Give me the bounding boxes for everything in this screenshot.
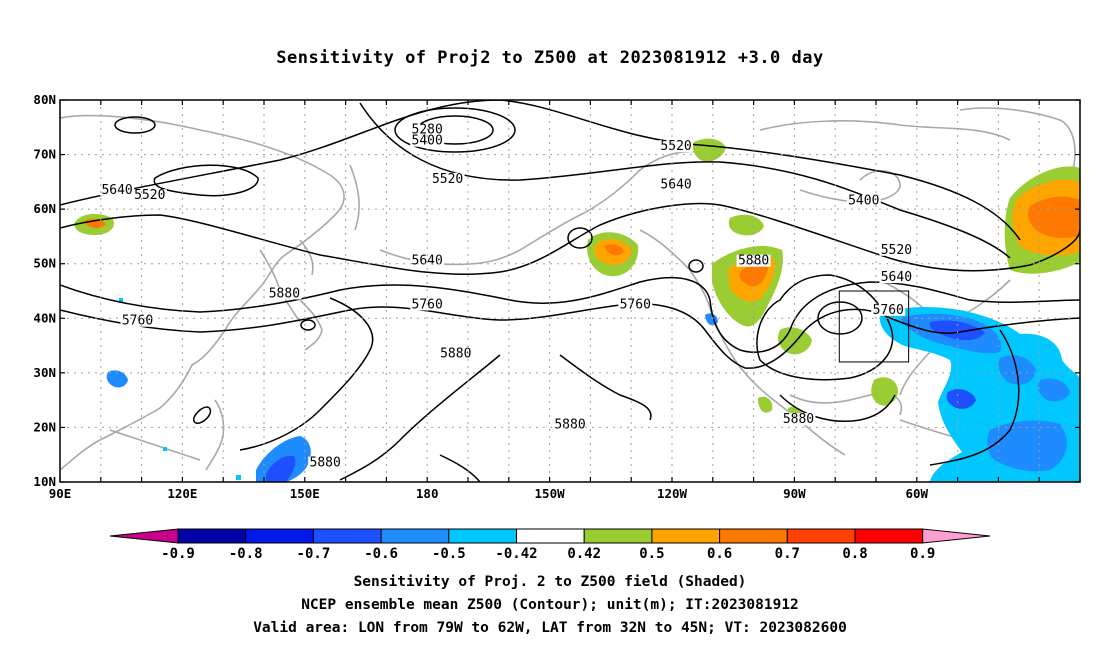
z500-contours (60, 100, 1080, 482)
colorbar-label: -0.7 (297, 546, 331, 562)
contour-label: 5880 (440, 346, 471, 361)
contour-label-bg (438, 347, 473, 360)
contour-label: 5400 (412, 134, 443, 149)
colorbar-swatch (516, 528, 585, 544)
contour-label-bg (781, 412, 816, 425)
contour-label: 5520 (432, 172, 463, 187)
colorbar-label: 0.7 (775, 546, 800, 562)
lat-tick-label: 10N (33, 474, 56, 489)
lon-tick-label: 90E (49, 486, 72, 501)
contour-label-bg (618, 298, 653, 311)
colorbar-label: -0.42 (495, 546, 537, 562)
contour-label: 5520 (134, 188, 165, 203)
latitude-axis: 80N 70N 60N 50N 40N 30N 20N 10N (33, 92, 56, 489)
map-title: Sensitivity of Proj2 to Z500 at 20230819… (276, 48, 824, 68)
colorbar-swatch (312, 528, 382, 544)
colorbar: -0.9 -0.8 -0.7 -0.6 -0.5 -0.42 0.42 0.5 0.6 0.7 0.… (109, 528, 991, 562)
contour-label-bg (879, 243, 914, 256)
contour-label: 5760 (873, 303, 904, 318)
contour-label-bg (871, 303, 906, 316)
lat-tick-label: 80N (33, 92, 56, 107)
contour-label-bg (120, 314, 155, 327)
contour-label: 5880 (783, 412, 814, 427)
lat-tick-label: 40N (33, 310, 56, 325)
colorbar-label: 0.5 (639, 546, 664, 562)
lat-tick-label: 30N (33, 365, 56, 380)
lat-tick-label: 60N (33, 201, 56, 216)
lon-tick-label: 60W (906, 486, 929, 501)
contour-label-bg (308, 456, 343, 469)
lon-tick-label: 90W (783, 486, 806, 501)
colorbar-swatch (786, 528, 856, 544)
lon-tick-label: 150W (535, 486, 566, 501)
lon-tick-label: 150E (290, 486, 320, 501)
contour-label-bg (846, 194, 881, 207)
caption-valid-area: Valid area: LON from 79W to 62W, LAT fro… (253, 620, 847, 636)
colorbar-swatch (854, 528, 924, 544)
tick-marks (59, 99, 1081, 483)
contour-label: 5520 (881, 243, 912, 258)
contour-label-bg (736, 254, 771, 267)
colorbar-label: 0.9 (910, 546, 935, 562)
colorbar-low-end (109, 528, 179, 544)
colorbar-high-end (922, 528, 991, 544)
grid-lines (60, 100, 1080, 482)
colorbar-label: 0.6 (707, 546, 732, 562)
caption-shading: Sensitivity of Proj. 2 to Z500 field (Sh… (353, 574, 747, 590)
sensitivity-shading (74, 138, 1080, 482)
colorbar-swatch (448, 528, 517, 544)
colorbar-swatch (719, 528, 788, 544)
colorbar-label: 0.8 (842, 546, 867, 562)
colorbar-swatch (177, 528, 247, 544)
contour-label-bg (100, 183, 135, 196)
contour-label-bg (410, 134, 445, 147)
map-frame (59, 99, 1081, 483)
contour-label: 5880 (269, 286, 300, 301)
colorbar-label: 0.42 (567, 546, 601, 562)
contour-label: 5280 (412, 123, 443, 138)
colorbar-swatch (583, 528, 653, 544)
contour-label: 5640 (101, 183, 132, 198)
longitude-axis: 90E 120E 150E 180 150W 120W 90W 60W (49, 486, 929, 501)
lon-tick-label: 120W (657, 486, 688, 501)
colorbar-swatch (245, 528, 314, 544)
contour-label: 5400 (848, 194, 879, 209)
contour-label: 5640 (660, 177, 691, 192)
contour-label-bg (659, 178, 694, 191)
lon-tick-label: 180 (416, 486, 439, 501)
contour-label-bg (879, 271, 914, 284)
contour-label: 5760 (620, 297, 651, 312)
colorbar-label: -0.9 (161, 546, 195, 562)
colorbar-swatch (380, 528, 450, 544)
valid-area-box (838, 290, 910, 363)
lat-tick-label: 50N (33, 256, 56, 271)
contour-label-bg (267, 287, 302, 300)
contour-label: 5880 (554, 417, 585, 432)
lon-tick-label: 120E (167, 486, 197, 501)
coastlines (60, 107, 1076, 471)
lat-tick-label: 70N (33, 147, 56, 162)
contour-label: 5880 (310, 456, 341, 471)
lat-tick-label: 20N (33, 419, 56, 434)
colorbar-label: -0.5 (432, 546, 466, 562)
colorbar-label: -0.8 (229, 546, 263, 562)
colorbar-swatch (651, 528, 721, 544)
caption-contour: NCEP ensemble mean Z500 (Contour); unit(… (301, 597, 799, 613)
contour-label: 5760 (122, 314, 153, 329)
contour-label: 5520 (660, 139, 691, 154)
contour-label-bg (659, 140, 694, 153)
contour-label: 5640 (881, 270, 912, 285)
contour-label-bg (430, 172, 465, 185)
colorbar-label: -0.6 (364, 546, 398, 562)
